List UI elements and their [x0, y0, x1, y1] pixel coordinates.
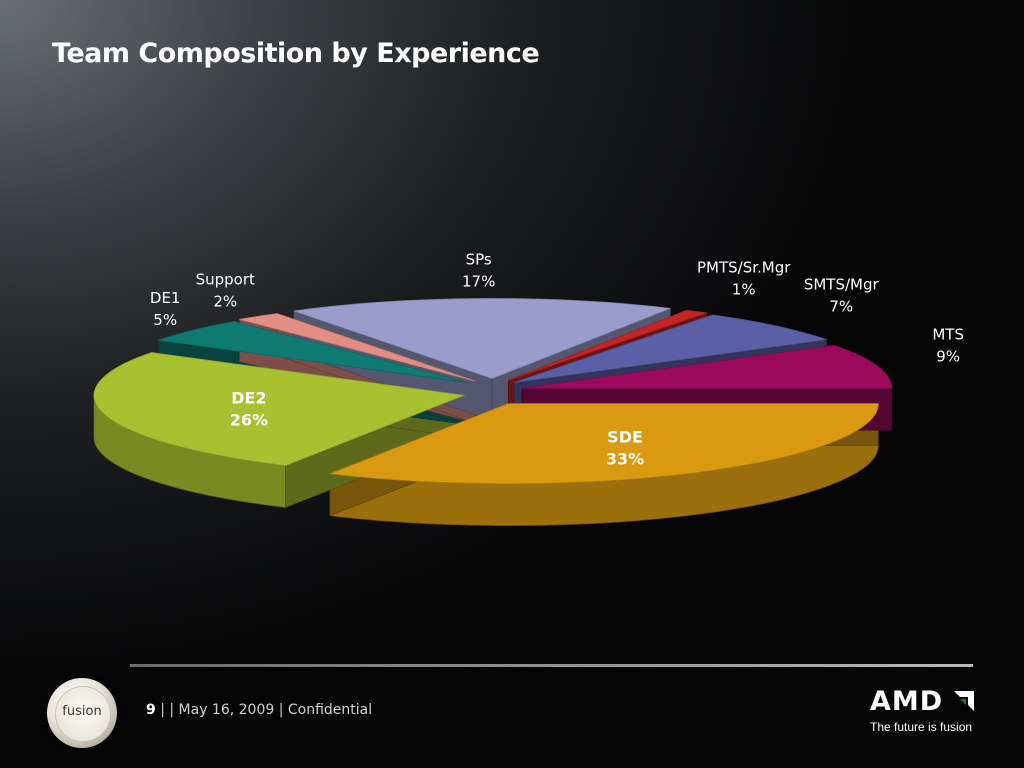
slice-value-de2: 26%: [230, 410, 268, 429]
amd-arrow-icon: [954, 691, 974, 711]
slice-value-support: 2%: [213, 293, 237, 311]
slice-label-smts-mgr: SMTS/Mgr: [804, 276, 880, 294]
amd-logo-text: AMD: [870, 686, 944, 717]
pie-slice-smts-mgr: [514, 314, 827, 383]
pie-slice-de1: [157, 321, 471, 384]
amd-tagline: The future is fusion: [870, 720, 973, 734]
pie-slice-support: [239, 313, 476, 382]
slice-label-support: Support: [196, 271, 255, 289]
slice-label-sde: SDE: [607, 427, 643, 446]
pie-slice-sde: [329, 403, 879, 485]
slice-value-smts-mgr: 7%: [829, 298, 853, 316]
footer-divider: [130, 664, 973, 667]
slice-value-sps: 17%: [462, 273, 495, 291]
pie-slice-mts: [521, 344, 893, 389]
pie-labels: SDE 33% DE2 26% DE1 5% Support 2% SPs 17% PMTS/Sr.…: [150, 251, 964, 469]
slide-title: Team Composition by Experience: [52, 38, 540, 69]
slice-label-pmts-sr-mgr: PMTS/Sr.Mgr: [697, 258, 791, 276]
slice-label-sps: SPs: [466, 251, 492, 269]
slice-value-de1: 5%: [153, 311, 177, 329]
fusion-logo: fusion: [47, 678, 117, 748]
pie-tops: [93, 298, 893, 485]
footer-text: 9 | | May 16, 2009 | Confidential: [146, 702, 372, 718]
slice-value-sde: 33%: [606, 449, 644, 468]
slice-value-pmts-sr-mgr: 1%: [732, 280, 756, 298]
page-number: 9: [146, 702, 156, 718]
slice-label-mts: MTS: [932, 325, 964, 343]
slice-label-de1: DE1: [150, 289, 181, 307]
slice-label-de2: DE2: [231, 388, 266, 407]
fusion-logo-text: fusion: [62, 704, 102, 719]
pie-slice-de2: [93, 352, 466, 466]
slice-value-mts: 9%: [936, 347, 960, 365]
pie-slice-pmts-sr-mgr: [508, 309, 707, 381]
amd-logo: AMD The future is fusion: [870, 686, 980, 736]
footer-date-confidential: | | May 16, 2009 | Confidential: [155, 702, 373, 718]
pie-slice-sps: [293, 298, 671, 379]
